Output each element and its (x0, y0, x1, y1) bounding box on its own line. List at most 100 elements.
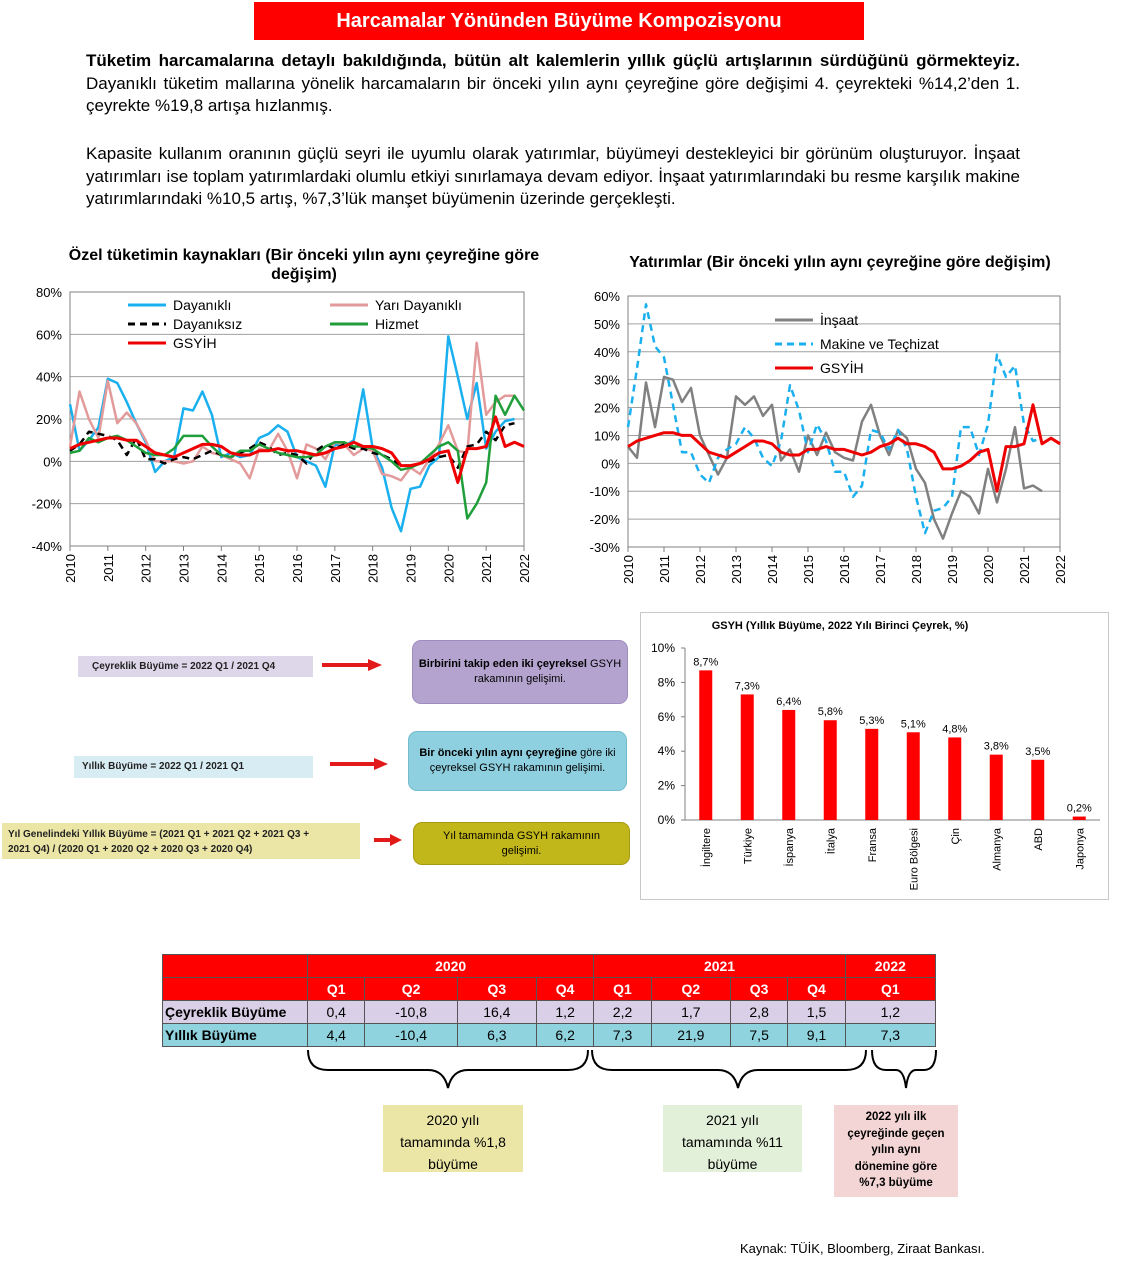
summary-2020-line: tamamında %1,8 (400, 1134, 506, 1150)
y-tick-label: -10% (590, 484, 621, 499)
table-cell: 7,3 (593, 1023, 652, 1047)
x-tick-label: 2013 (729, 555, 744, 584)
paragraph-2: Kapasite kullanım oranının güçlü seyri i… (86, 144, 1020, 208)
arrow-2 (330, 758, 388, 770)
x-tick-label: 2014 (765, 555, 780, 584)
table-year-2020: 2020 (306, 954, 595, 978)
annual-growth-formula: Yıllık Büyüme = 2022 Q1 / 2021 Q1 (74, 756, 313, 778)
bar-value-label: 3,8% (984, 741, 1009, 753)
explainer-3-line2: gelişimi. (501, 845, 542, 857)
x-tick-label: 2011 (657, 555, 672, 583)
table-cell: -10,8 (364, 1000, 458, 1024)
x-tick-label: Japonya (1074, 827, 1086, 869)
x-tick-label: 2015 (252, 554, 267, 583)
x-tick-label: 2020 (981, 555, 996, 584)
x-tick-label: 2019 (945, 555, 960, 584)
x-tick-label: 2018 (909, 555, 924, 584)
summary-2022-line: çeyreğinde geçen (847, 1127, 945, 1140)
bar-value-label: 5,3% (859, 715, 884, 727)
yearly-growth-formula-line2: 2021 Q4) / (2020 Q1 + 2020 Q2 + 2020 Q3 … (8, 844, 253, 855)
bar-value-label: 5,1% (901, 718, 926, 730)
bar-value-label: 3,5% (1025, 746, 1050, 758)
series-line-Dayanıklı (68, 335, 515, 533)
summary-2022: 2022 yılı ilk çeyreğinde geçen yılın ayn… (834, 1105, 958, 1197)
series-line-GSYİH (69, 415, 525, 484)
x-tick-label: 2010 (621, 555, 636, 584)
legend-label: GSYİH (173, 334, 217, 351)
x-tick-label: 2022 (517, 554, 532, 583)
table-cell: 4,4 (306, 1023, 366, 1047)
y-tick-label: 10% (594, 428, 620, 443)
bar-İspanya (782, 709, 796, 820)
table-cell: 1,5 (787, 1000, 846, 1024)
x-tick-label: 2012 (139, 554, 154, 583)
series-line-Yarı Dayanıklı (68, 341, 515, 482)
bar-value-label: 8,7% (693, 656, 718, 668)
table-cell: 16,4 (456, 1000, 537, 1024)
table-cell: 9,1 (787, 1023, 846, 1047)
consumption-chart-title: Özel tüketimin kaynakları (Bir önceki yı… (40, 246, 568, 284)
summary-2020-line: 2020 yılı (426, 1112, 480, 1128)
quarterly-growth-explainer: Birbirini takip eden iki çeyreksel GSYH … (412, 640, 628, 704)
legend-label: Hizmet (375, 316, 419, 332)
y-tick-label: -20% (590, 512, 621, 527)
y-tick-label: -30% (590, 540, 621, 555)
y-tick-label: -40% (32, 539, 63, 554)
y-tick-label: 6% (658, 710, 676, 724)
yearly-growth-formula-line1: Yıl Genelindeki Yıllık Büyüme = (2021 Q1… (8, 829, 310, 840)
legend-label: İnşaat (820, 311, 858, 328)
table-quarter: Q2 (650, 977, 731, 1001)
x-tick-label: İngiltere (700, 828, 713, 867)
x-tick-label: ABD (1033, 828, 1045, 851)
brace-2021 (591, 1049, 867, 1089)
table-corner-2 (162, 977, 308, 1001)
y-tick-label: 50% (594, 317, 620, 332)
legend-label: Dayanıklı (173, 297, 231, 313)
table-cell: 2,2 (593, 1000, 652, 1024)
table-quarter: Q1 (306, 977, 366, 1001)
series-line-Hizmet (69, 394, 526, 520)
y-tick-label: 20% (36, 412, 62, 427)
bar-İtalya (823, 720, 837, 820)
bar-value-label: 4,8% (942, 723, 967, 735)
explanation-arrows (322, 659, 402, 846)
summary-2022-line: dönemine göre (854, 1160, 938, 1173)
x-tick-label: 2010 (63, 554, 78, 583)
x-tick-label: 2012 (693, 555, 708, 584)
table-year-2021: 2021 (593, 954, 846, 978)
bar-value-label: 0,2% (1067, 803, 1092, 815)
arrow-1 (322, 659, 382, 671)
summary-2021-line: tamamında %11 (682, 1134, 783, 1150)
growth-table: 2020 2021 2022 Q1 Q2 Q3 Q4 Q1 Q2 Q3 Q4 Q… (162, 954, 937, 1047)
x-tick-label: Euro Bölgesi (908, 828, 920, 890)
paragraph-1-body: Dayanıklı tüketim mallarına yönelik harc… (86, 73, 1020, 116)
y-tick-label: 40% (36, 370, 62, 385)
explainer-2-rest: göre iki (577, 747, 616, 759)
explainer-1-line2: rakamının gelişimi. (474, 673, 566, 685)
x-tick-label: 2021 (479, 554, 494, 583)
series-line-Dayanıksız (69, 421, 515, 469)
series-line-GSYİH (627, 403, 1061, 493)
plot-frame (627, 295, 1061, 548)
paragraph-1-lead: Tüketim harcamalarına detaylı bakıldığın… (86, 51, 1020, 70)
series-line-İnşaat (627, 375, 1043, 540)
table-cell: 0,4 (306, 1000, 366, 1024)
table-quarter: Q4 (787, 977, 846, 1001)
bar-value-label: 5,8% (818, 706, 843, 718)
bar-Çin (948, 737, 962, 820)
summary-2021-line: 2021 yılı (706, 1112, 759, 1128)
x-tick-label: İspanya (783, 827, 796, 866)
table-cell: 6,2 (535, 1023, 595, 1047)
x-tick-label: Çin (950, 828, 962, 845)
x-tick-label: 2014 (214, 554, 229, 583)
table-cell: 21,9 (650, 1023, 731, 1047)
summary-2022-line: %7,3 büyüme (859, 1177, 933, 1189)
y-tick-label: 2% (658, 779, 676, 793)
y-tick-label: 0% (601, 456, 620, 471)
table-quarter: Q1 (593, 977, 652, 1001)
legend-label: GSYİH (820, 359, 864, 376)
summary-2020: 2020 yılı tamamında %1,8 büyüme (383, 1105, 523, 1172)
row-label: Yıllık Büyüme (162, 1023, 308, 1047)
explainer-2-bold: Bir önceki yılın aynı çeyreğine (419, 747, 578, 759)
x-tick-label: 2016 (290, 554, 305, 583)
